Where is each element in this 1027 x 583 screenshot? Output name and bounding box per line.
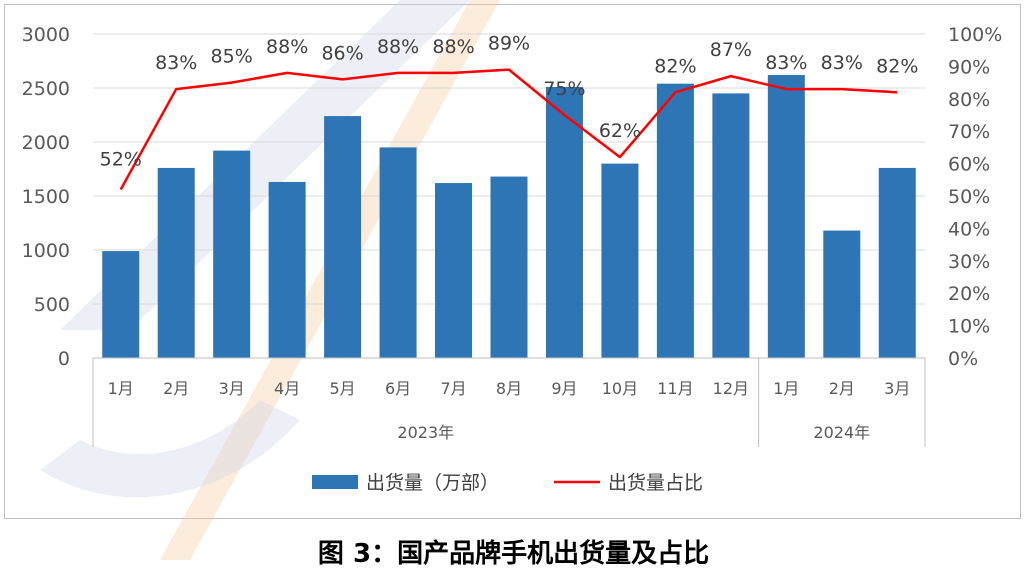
- legend-label-line: 出货量占比: [608, 472, 703, 494]
- data-label: 88%: [432, 36, 474, 58]
- data-label: 75%: [543, 78, 585, 100]
- bar: [656, 83, 694, 359]
- x-tick-label: 12月: [713, 379, 749, 398]
- data-label: 89%: [488, 33, 530, 55]
- y-right-tick-label: 20%: [948, 283, 990, 305]
- bar: [324, 116, 362, 358]
- y-right-tick-label: 60%: [948, 154, 990, 176]
- y-right-tick-label: 70%: [948, 121, 990, 143]
- y-left-tick-label: 1000: [22, 240, 70, 262]
- y-right-tick-label: 30%: [948, 251, 990, 273]
- y-left-tick-label: 3000: [22, 24, 70, 46]
- bar: [823, 230, 861, 358]
- y-left-tick-label: 0: [58, 348, 70, 370]
- line-path: [119, 68, 898, 191]
- y-left-tick-label: 2000: [22, 132, 70, 154]
- line-series: 52% 83% 85% 88% 86% 88% 88% 89% 75% 62% 82% 87% 83% 8…: [100, 33, 918, 191]
- x-tick-label: 11月: [657, 379, 693, 398]
- chart-title: 图 3：国产品牌手机出货量及占比: [317, 539, 710, 569]
- x-tick-label: 3月: [884, 379, 910, 398]
- x-tick-label: 8月: [496, 379, 522, 398]
- bar: [767, 75, 805, 358]
- x-tick-label: 2月: [163, 379, 189, 398]
- data-label: 52%: [100, 149, 142, 171]
- y-right-tick-label: 90%: [948, 56, 990, 78]
- data-label: 82%: [876, 55, 918, 77]
- x-tick-label: 6月: [385, 379, 411, 398]
- data-label: 83%: [765, 52, 807, 74]
- bar: [157, 167, 195, 358]
- bar: [545, 86, 583, 359]
- data-label: 62%: [599, 120, 641, 142]
- x-tick-label: 4月: [274, 379, 300, 398]
- bar: [601, 163, 639, 358]
- x-tick-label: 3月: [219, 379, 245, 398]
- x-tick-label: 7月: [440, 379, 466, 398]
- bar: [213, 150, 251, 358]
- bar: [435, 183, 473, 358]
- y-left-tick-label: 1500: [22, 186, 70, 208]
- data-label: 85%: [211, 46, 253, 68]
- bar: [268, 181, 306, 358]
- x-group-label: 2024年: [813, 423, 870, 442]
- data-label: 88%: [377, 36, 419, 58]
- y-left-tick-label: 500: [34, 294, 70, 316]
- data-label: 83%: [821, 52, 863, 74]
- y-right-tick-label: 80%: [948, 89, 990, 111]
- x-group-label: 2023年: [397, 423, 454, 442]
- watermark-curve: [40, 400, 300, 498]
- data-label: 82%: [654, 55, 696, 77]
- y-right-tick-label: 10%: [948, 316, 990, 338]
- y-right-tick-label: 0%: [948, 348, 978, 370]
- x-tick-label: 1月: [108, 379, 134, 398]
- bar-series: [102, 75, 916, 359]
- legend: 出货量（万部） 出货量占比: [312, 472, 703, 494]
- bar: [490, 176, 528, 358]
- x-tick-label: 5月: [330, 379, 356, 398]
- y-right-tick-label: 50%: [948, 186, 990, 208]
- bar: [712, 93, 750, 359]
- axes: 0 500 1000 1500 2000 2500 3000 0% 10% 20% 30% 40% 50…: [22, 24, 1002, 447]
- data-label: 87%: [710, 39, 752, 61]
- data-label: 86%: [321, 42, 363, 64]
- x-tick-label: 2月: [829, 379, 855, 398]
- legend-label-bar: 出货量（万部）: [366, 472, 499, 494]
- x-tick-label: 10月: [602, 379, 638, 398]
- bar: [379, 147, 417, 358]
- y-right-tick-label: 40%: [948, 218, 990, 240]
- x-tick-label: 9月: [551, 379, 577, 398]
- data-label: 88%: [266, 36, 308, 58]
- bar: [878, 167, 916, 358]
- y-right-tick-label: 100%: [948, 24, 1002, 46]
- x-tick-label: 1月: [773, 379, 799, 398]
- bar: [102, 251, 140, 358]
- legend-swatch-bar: [312, 475, 358, 489]
- data-label: 83%: [155, 52, 197, 74]
- y-left-tick-label: 2500: [22, 78, 70, 100]
